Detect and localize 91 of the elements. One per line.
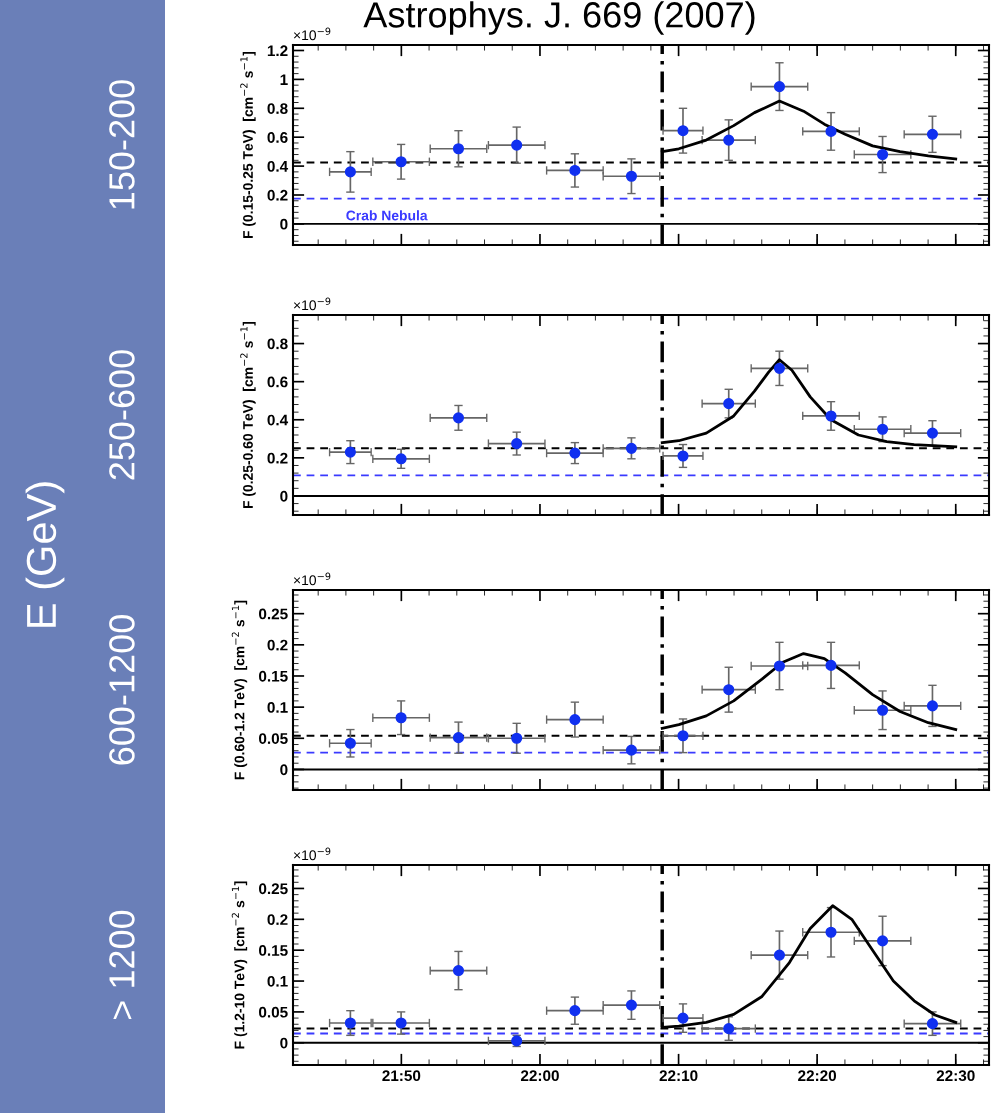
chart-title: Astrophys. J. 669 (2007) xyxy=(363,1,755,35)
y-tick-label: 0.1 xyxy=(267,702,288,713)
text: ×10$^{−9}$ xyxy=(293,572,331,586)
y-axis-title: F (0.25-0.60 TeV) [cm$^{−2}$ s$^{−1}$] xyxy=(240,321,256,509)
y-tick-label: 0.25 xyxy=(259,608,288,620)
y-tick-label: 0.2 xyxy=(267,914,288,926)
y-tick-label: 0 xyxy=(280,218,288,230)
x-tick-label: 21:50 xyxy=(382,1070,421,1082)
x-tick-label: 22:00 xyxy=(520,1070,559,1082)
point xyxy=(677,450,689,462)
point xyxy=(825,125,837,137)
point xyxy=(395,1017,407,1029)
point xyxy=(723,134,735,146)
text: 250-600 xyxy=(109,350,135,480)
y-tick-label: 0.4 xyxy=(267,160,289,172)
y-axis-title: F (0.60-1.2 TeV) [cm$^{−2}$ s$^{−1}$] xyxy=(231,600,248,780)
point xyxy=(677,125,689,137)
y-tick-label: 0.2 xyxy=(267,189,288,201)
point xyxy=(723,1023,735,1035)
point xyxy=(877,148,889,161)
y-tick-label: 0.25 xyxy=(259,883,288,895)
point xyxy=(625,170,637,182)
y-axis-title: F (0.15-0.25 TeV) [cm$^{−2}$ s$^{−1}$] xyxy=(240,51,256,239)
point xyxy=(511,732,523,744)
text: E (GeV) xyxy=(25,482,65,627)
x-tick-label: 22:30 xyxy=(936,1070,975,1082)
point xyxy=(825,659,837,671)
text: ×10$^{−9}$ xyxy=(293,27,331,41)
y-tick-label: 0.15 xyxy=(259,945,288,956)
point xyxy=(344,1017,356,1029)
y-tick-label: 0.05 xyxy=(259,733,288,744)
point xyxy=(877,423,889,435)
point xyxy=(825,926,837,938)
y-axis-title: F (1.2-10 TeV) [cm$^{−2}$ s$^{−1}$] xyxy=(231,881,248,1049)
point xyxy=(877,935,889,947)
y-tick-label: 0.8 xyxy=(267,103,288,114)
point xyxy=(926,427,939,439)
point xyxy=(877,704,889,716)
point xyxy=(926,700,939,712)
x-tick-label: 22:10 xyxy=(659,1070,698,1082)
point xyxy=(344,446,356,458)
y-tick-label: 1.2 xyxy=(267,45,288,57)
point xyxy=(569,714,581,726)
y-tick-label: 0 xyxy=(280,764,288,776)
point xyxy=(569,1005,581,1017)
y-tick-label: 0.6 xyxy=(267,132,288,143)
point xyxy=(625,744,637,756)
point xyxy=(926,1018,939,1030)
point xyxy=(773,81,786,93)
text: > 1200 xyxy=(109,910,135,1019)
point xyxy=(723,398,735,410)
y-tick-label: 1 xyxy=(280,74,288,85)
point xyxy=(569,447,581,459)
point xyxy=(395,712,407,724)
point xyxy=(773,362,786,374)
text: 150-200 xyxy=(109,80,135,209)
y-tick-label: 0.15 xyxy=(259,670,288,682)
point xyxy=(773,660,786,672)
point xyxy=(511,139,523,151)
point xyxy=(926,128,939,140)
y-tick-label: 0 xyxy=(280,1037,288,1049)
y-tick-label: 0.05 xyxy=(259,1006,288,1018)
ref-line-label: Crab Nebula xyxy=(346,210,428,221)
y-tick-label: 0.8 xyxy=(267,338,288,350)
y-tick-label: 0.2 xyxy=(267,452,288,464)
point xyxy=(511,438,523,450)
point xyxy=(452,732,465,744)
point xyxy=(625,999,637,1011)
y-tick-label: 0.2 xyxy=(267,639,288,651)
point xyxy=(344,737,356,749)
point xyxy=(452,964,465,977)
text: 600-1200 xyxy=(109,615,135,765)
point xyxy=(395,156,407,168)
text: ×10$^{−9}$ xyxy=(293,847,331,861)
point xyxy=(569,164,581,176)
point xyxy=(723,684,735,696)
y-tick-label: 0.1 xyxy=(267,975,288,987)
point xyxy=(625,442,637,454)
point xyxy=(395,453,407,465)
point xyxy=(452,412,465,424)
point xyxy=(825,410,837,422)
point xyxy=(773,949,786,961)
point xyxy=(677,1012,689,1024)
y-tick-label: 0.4 xyxy=(267,414,289,426)
y-tick-label: 0.6 xyxy=(267,376,288,388)
y-tick-label: 0 xyxy=(280,490,288,502)
text: ×10$^{−9}$ xyxy=(293,297,331,311)
point xyxy=(452,143,465,155)
x-tick-label: 22:20 xyxy=(798,1070,837,1082)
point xyxy=(677,730,689,742)
point xyxy=(344,166,356,178)
